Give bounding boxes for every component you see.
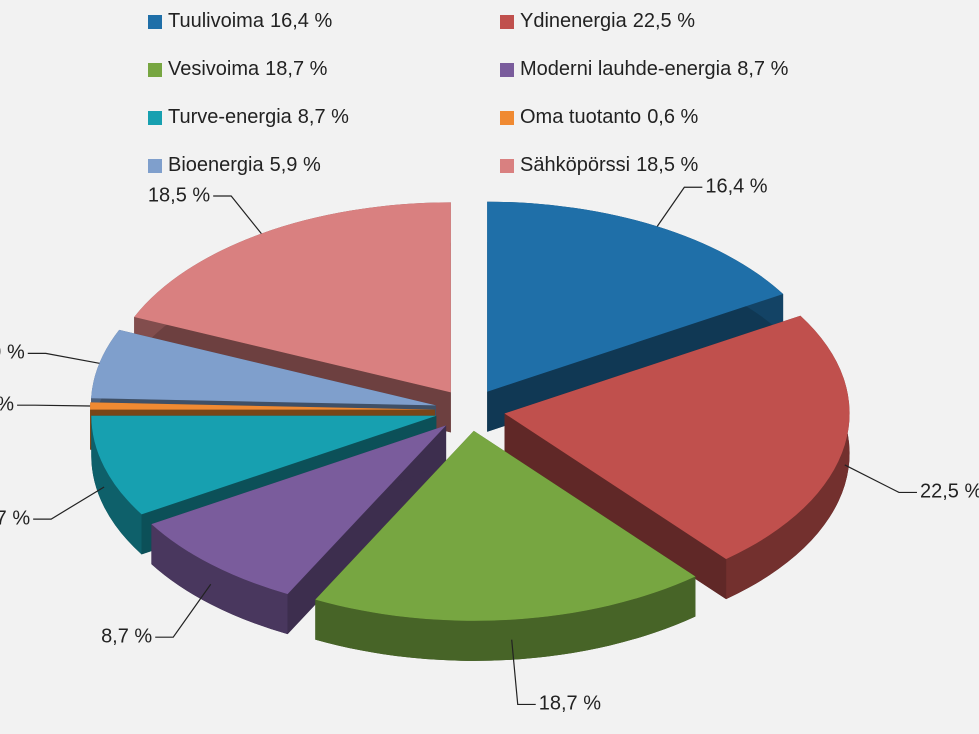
slice-top [504, 315, 850, 560]
legend-value: 8,7 % [737, 58, 788, 80]
leader-line [844, 464, 917, 494]
legend-value: 18,7 % [265, 58, 327, 80]
data-label: 8,7 % [0, 507, 30, 529]
legend-swatch [500, 15, 514, 29]
legend-swatch [148, 111, 162, 125]
leader-line [213, 195, 262, 235]
legend-swatch [148, 159, 162, 173]
legend-label: Oma tuotanto 0,6 % [520, 106, 699, 128]
slice [504, 315, 850, 600]
slice-side [91, 415, 142, 555]
leader-line [656, 186, 703, 227]
legend-swatch [500, 111, 514, 125]
legend-value: 16,4 % [270, 10, 332, 32]
legend-entry: Oma tuotanto 0,6 % [500, 106, 699, 128]
legend-entry: Sähköpörssi 18,5 % [500, 154, 699, 176]
legend-entry: Moderni lauhde-energia 8,7 % [500, 58, 789, 80]
slice-top [134, 202, 451, 393]
slice-top [487, 201, 784, 392]
legend-swatch [500, 159, 514, 173]
leader-line [155, 583, 212, 638]
legend-name: Bioenergia [168, 154, 265, 176]
legend-label: Tuulivoima 16,4 % [168, 10, 332, 32]
slice-top [151, 425, 447, 595]
slice [315, 430, 696, 661]
legend-label: Turve-energia 8,7 % [168, 106, 349, 128]
legend-entry: Turve-energia 8,7 % [148, 106, 349, 128]
leader-line [27, 352, 100, 364]
leader-line [33, 486, 105, 520]
legend-label: Ydinenergia 22,5 % [520, 10, 695, 32]
legend-name: Sähköpörssi [520, 154, 630, 176]
legend-entry: Ydinenergia 22,5 % [500, 10, 695, 32]
legend-value: 22,5 % [633, 10, 695, 32]
legend-entry: Tuulivoima 16,4 % [148, 10, 332, 32]
slice-top [315, 430, 696, 621]
legend-swatch [500, 63, 514, 77]
slice-top [91, 415, 437, 515]
slice-wall [504, 413, 727, 600]
data-label: 18,7 % [539, 693, 601, 715]
legend-value: 18,5 % [636, 154, 698, 176]
legend-swatch [148, 63, 162, 77]
slice-side [315, 576, 696, 661]
slice-side [151, 524, 288, 635]
legend-entry: Bioenergia 5,9 % [148, 154, 321, 176]
legend-value: 8,7 % [298, 106, 349, 128]
legend-name: Ydinenergia [520, 10, 628, 32]
leader-line [511, 639, 536, 706]
data-label: 16,4 % [705, 176, 767, 198]
data-label: 5,9 % [0, 342, 25, 364]
legend-name: Moderni lauhde-energia [520, 58, 732, 80]
legend-entry: Vesivoima 18,7 % [148, 58, 328, 80]
legend-label: Moderni lauhde-energia 8,7 % [520, 58, 789, 80]
data-label: 0,6 % [0, 393, 14, 415]
data-label: 22,5 % [920, 481, 979, 503]
legend-name: Oma tuotanto [520, 106, 641, 128]
legend-label: Sähköpörssi 18,5 % [520, 154, 699, 176]
legend-label: Vesivoima 18,7 % [168, 58, 328, 80]
legend-value: 0,6 % [647, 106, 698, 128]
slice-side [726, 315, 850, 600]
slice-top [90, 402, 435, 410]
legend-name: Tuulivoima [168, 10, 265, 32]
slice-top [91, 329, 436, 406]
data-label: 8,7 % [101, 625, 152, 647]
legend-name: Vesivoima [168, 58, 260, 80]
legend-label: Bioenergia 5,9 % [168, 154, 321, 176]
legend-name: Turve-energia [168, 106, 293, 128]
legend-value: 5,9 % [270, 154, 321, 176]
legend-swatch [148, 15, 162, 29]
data-label: 18,5 % [148, 184, 210, 206]
leader-line [17, 404, 91, 407]
slice [151, 425, 447, 635]
